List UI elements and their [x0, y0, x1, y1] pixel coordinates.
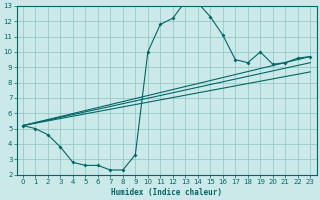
X-axis label: Humidex (Indice chaleur): Humidex (Indice chaleur) — [111, 188, 222, 197]
